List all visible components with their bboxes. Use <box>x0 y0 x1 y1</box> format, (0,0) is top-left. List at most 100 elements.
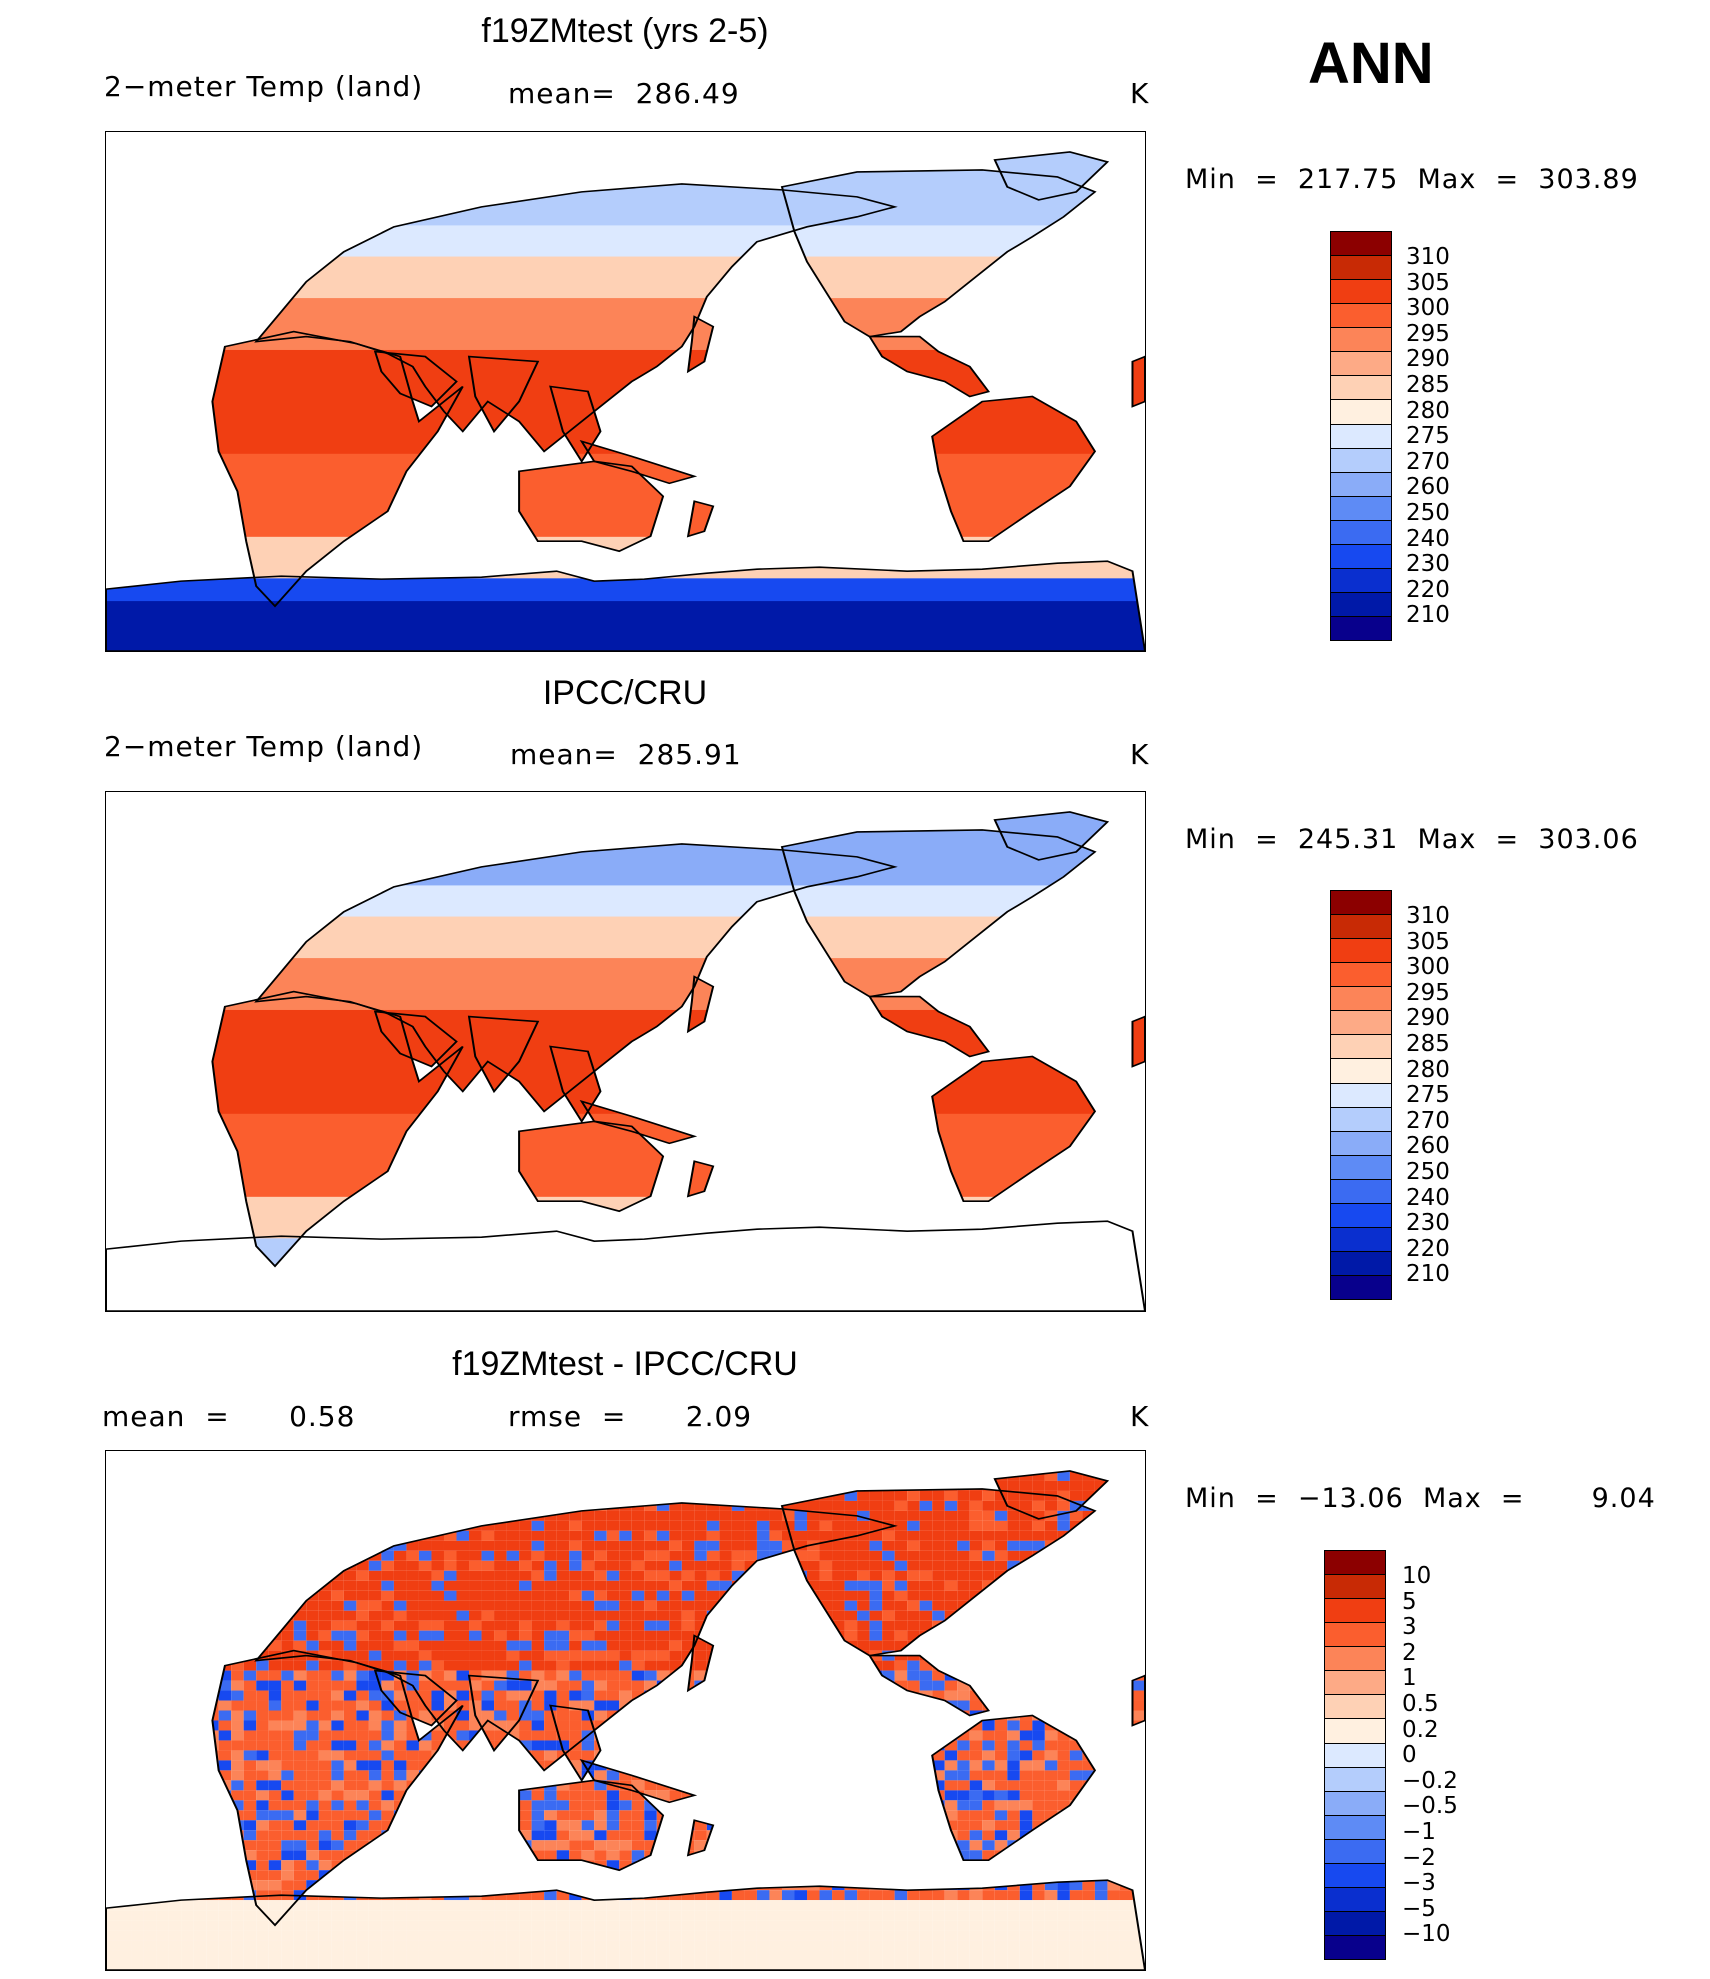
panel-title: f19ZMtest - IPCC/CRU <box>452 1345 798 1383</box>
colorbar-tick: −2 <box>1402 1844 1436 1871</box>
units-label: K <box>1130 738 1150 771</box>
coastline-japan <box>686 315 715 374</box>
colorbar-ticks: 10 5 3 2 1 0.5 0.2 0 −0.2 −0.5 −1 −2 −3 … <box>1402 1563 1458 1948</box>
colorbar-swatch <box>1331 424 1391 449</box>
coastline-australia <box>518 1120 665 1213</box>
colorbar-tick: 1 <box>1402 1665 1417 1692</box>
colorbar-tick: −3 <box>1402 1870 1436 1897</box>
colorbar-tick: 250 <box>1406 1158 1450 1185</box>
coastline-nz <box>686 1160 715 1198</box>
colorbar-swatch <box>1325 1936 1385 1960</box>
colorbar-tick: 3 <box>1402 1614 1417 1641</box>
colorbar-tick: 210 <box>1406 1261 1450 1288</box>
colorbar-tick: 290 <box>1406 1005 1450 1032</box>
colorbar-swatch <box>1331 1155 1391 1180</box>
min-max-label: Min = 245.31 Max = 303.06 <box>1185 824 1639 855</box>
colorbar-tick: 0.2 <box>1402 1716 1439 1743</box>
colorbar-tick: 275 <box>1406 423 1450 450</box>
colorbar-tick: 260 <box>1406 1133 1450 1160</box>
colorbar-swatch <box>1325 1695 1385 1720</box>
colorbar-swatch <box>1331 1035 1391 1060</box>
colorbar-swatch <box>1331 1131 1391 1156</box>
coastline-camerica <box>867 1654 991 1717</box>
colorbar-swatch <box>1331 1203 1391 1228</box>
coastline-westafrica2 <box>1131 1674 1145 1727</box>
coastline-australia <box>518 460 665 553</box>
colorbar-tick: 310 <box>1406 244 1450 270</box>
mean-label: mean = 0.58 <box>102 1400 356 1433</box>
colorbar-tick: 285 <box>1406 1030 1450 1057</box>
colorbar-tick: 210 <box>1406 602 1450 629</box>
colorbar-swatch <box>1331 280 1391 305</box>
coastline-namerica <box>780 829 1097 998</box>
colorbar-swatch <box>1325 1623 1385 1648</box>
colorbar-swatch <box>1331 232 1391 257</box>
colorbar-tick: 10 <box>1402 1563 1432 1589</box>
colorbar-tick: 0.5 <box>1402 1690 1439 1717</box>
colorbar-swatch <box>1331 1276 1391 1300</box>
colorbar-swatch <box>1331 1083 1391 1108</box>
colorbar-swatch <box>1331 496 1391 521</box>
coastline-africa <box>211 330 464 608</box>
colorbar-swatch <box>1325 1839 1385 1864</box>
colorbar-swatch <box>1331 352 1391 377</box>
coastline-india <box>467 355 540 434</box>
colorbar-tick: 295 <box>1406 320 1450 347</box>
coastline-arabia <box>373 350 458 408</box>
colorbar-swatch <box>1325 1719 1385 1744</box>
colorbar-swatch <box>1331 1107 1391 1132</box>
coastline-japan <box>686 975 715 1034</box>
colorbar-tick: 220 <box>1406 1235 1450 1262</box>
coastline-africa <box>211 1649 464 1927</box>
coastline-greenland <box>993 811 1110 861</box>
coastline-antarctica <box>106 1220 1145 1311</box>
colorbar-swatch <box>1331 915 1391 940</box>
colorbar-tick: 310 <box>1406 903 1450 929</box>
colorbar-swatch <box>1331 1251 1391 1276</box>
colorbar-swatch <box>1325 1647 1385 1672</box>
colorbar-tick: 260 <box>1406 474 1450 501</box>
colorbar-tick: 240 <box>1406 525 1450 552</box>
colorbar-swatch <box>1331 987 1391 1012</box>
colorbar-swatch <box>1331 1227 1391 1252</box>
colorbar-tick: 275 <box>1406 1082 1450 1109</box>
colorbar-tick: 285 <box>1406 371 1450 398</box>
panel-title: f19ZMtest (yrs 2-5) <box>481 12 769 50</box>
coastline-africa <box>211 990 464 1268</box>
coastline-westafrica2 <box>1131 355 1145 408</box>
colorbar-tick: 240 <box>1406 1184 1450 1211</box>
colorbar-swatch <box>1325 1599 1385 1624</box>
colorbar-swatch <box>1331 256 1391 281</box>
colorbar-swatch <box>1331 472 1391 497</box>
colorbar-swatch <box>1331 963 1391 988</box>
colorbar-swatch <box>1331 1011 1391 1036</box>
colorbar-tick: 230 <box>1406 551 1450 578</box>
colorbar-swatch <box>1325 1671 1385 1696</box>
min-max-label: Min = 217.75 Max = 303.89 <box>1185 164 1639 195</box>
colorbar-swatch <box>1331 939 1391 964</box>
colorbar-swatch <box>1325 1551 1385 1576</box>
coastline-greenland <box>993 1470 1110 1520</box>
colorbar-tick: −1 <box>1402 1818 1436 1845</box>
coastline-antarctica <box>106 1879 1145 1970</box>
colorbar-swatch <box>1331 376 1391 401</box>
colorbar-tick: 300 <box>1406 295 1450 322</box>
colorbar-tick: −0.5 <box>1402 1793 1458 1820</box>
colorbar-swatch <box>1331 592 1391 617</box>
coastline-camerica <box>867 995 991 1058</box>
colorbar-swatch <box>1331 304 1391 329</box>
panel-title: IPCC/CRU <box>542 674 708 712</box>
coastline-japan <box>686 1634 715 1693</box>
colorbar-tick: 290 <box>1406 346 1450 373</box>
colorbar-swatch <box>1331 617 1391 641</box>
colorbar-swatch <box>1331 891 1391 916</box>
coastline-seasia <box>549 1045 602 1124</box>
colorbar-swatch <box>1325 1887 1385 1912</box>
variable-label: 2−meter Temp (land) <box>104 730 424 763</box>
colorbar-tick: −10 <box>1402 1921 1451 1948</box>
colorbar-tick: 2 <box>1402 1639 1417 1666</box>
coastline-samerica <box>931 1055 1097 1203</box>
world-map <box>105 791 1146 1312</box>
coastline-seasia <box>549 385 602 464</box>
units-label: K <box>1130 1400 1150 1433</box>
